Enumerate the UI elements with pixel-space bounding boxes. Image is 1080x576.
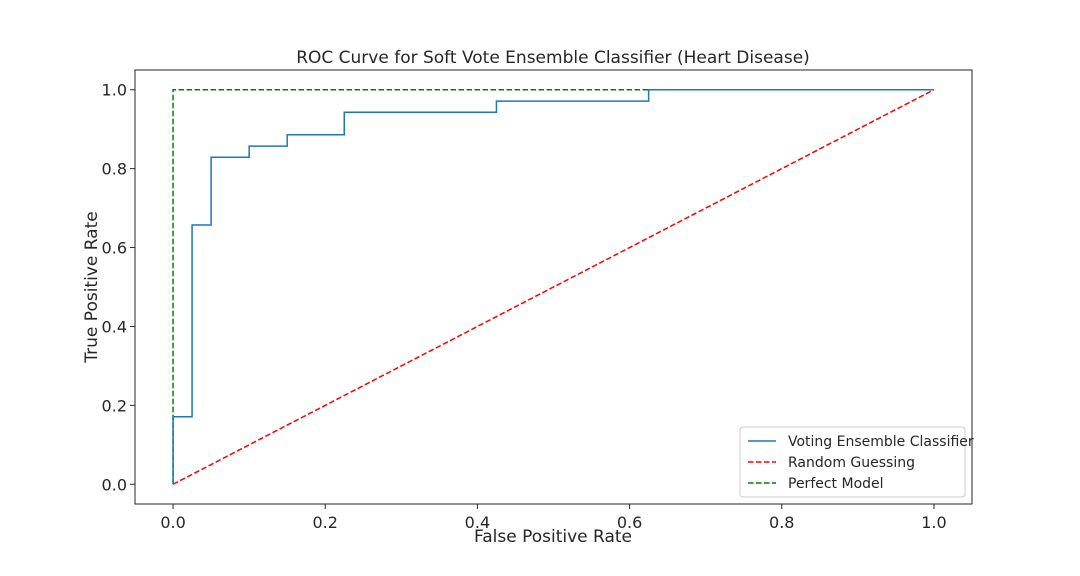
x-tick-label: 0.4 (465, 513, 490, 532)
series-line-perfect-model (172, 88, 934, 485)
y-axis-label: True Positive Rate (82, 211, 102, 363)
legend: Voting Ensemble Classifier Random Guessin… (739, 426, 974, 498)
ticks-layer: 0.0 0.2 0.4 0.6 0.8 1.0 0.0 0.2 0.4 0.6 0.8 1.0 (102, 81, 947, 532)
series-line-voting-ensemble-classifier (172, 88, 934, 485)
legend-label: Voting Ensemble Classifier (788, 434, 974, 450)
legend-label: Perfect Model (788, 476, 884, 492)
y-tick-label: 0.4 (102, 317, 127, 336)
x-tick-label: 0.0 (160, 513, 185, 532)
y-tick-label: 0.8 (102, 160, 127, 179)
x-tick-label: 1.0 (921, 513, 946, 532)
plot-frame (134, 69, 973, 505)
x-tick-label: 0.6 (617, 513, 642, 532)
x-axis-label: False Positive Rate (474, 527, 632, 547)
y-tick-label: 0.6 (102, 239, 127, 258)
legend-label: Random Guessing (788, 455, 915, 471)
x-tick-label: 0.8 (769, 513, 794, 532)
chart-title: ROC Curve for Soft Vote Ensemble Classif… (296, 48, 810, 68)
legend-box (739, 426, 966, 498)
y-tick-label: 0.0 (102, 475, 127, 494)
series-layer (172, 88, 935, 485)
y-tick-label: 1.0 (102, 81, 127, 100)
x-tick-label: 0.2 (313, 513, 338, 532)
series-line-random-guessing (172, 89, 935, 485)
y-tick-label: 0.2 (102, 396, 127, 415)
